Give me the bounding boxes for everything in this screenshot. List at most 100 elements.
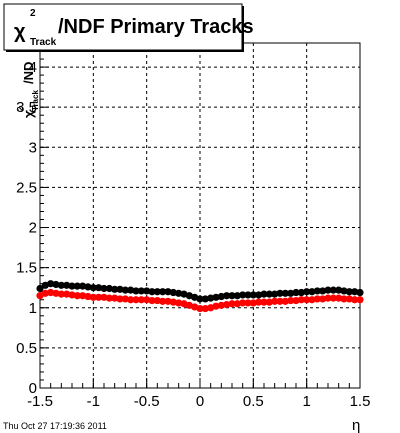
data-point <box>175 289 183 297</box>
data-point <box>281 289 289 297</box>
data-point <box>105 284 113 293</box>
x-axis-label: η <box>352 417 360 433</box>
data-point <box>265 298 273 306</box>
data-point <box>324 294 332 302</box>
data-point <box>249 291 257 299</box>
data-point <box>73 282 81 290</box>
data-point <box>169 288 177 297</box>
data-point <box>143 287 151 295</box>
data-point <box>137 287 145 295</box>
x-tick-label: 1.5 <box>350 393 371 410</box>
data-point <box>116 295 124 303</box>
data-point <box>217 292 225 301</box>
data-point <box>244 299 252 307</box>
data-point <box>127 296 135 304</box>
y-axis-label: χ 2 Track /ND <box>16 62 40 118</box>
data-point <box>148 296 156 305</box>
data-point <box>212 293 220 301</box>
data-point <box>313 287 321 295</box>
y-tick-label: 3 <box>29 139 37 156</box>
data-point <box>41 289 49 297</box>
data-point <box>287 289 295 297</box>
data-point <box>271 297 279 305</box>
data-point <box>260 298 268 306</box>
data-point <box>345 288 353 296</box>
data-point <box>233 292 241 300</box>
data-point <box>164 297 172 305</box>
tick-labels: -1.5 -1 -0.5 0 0.5 1 1.5 0 0.5 1 1.5 2 2.5 3 3.5 4 <box>16 59 370 410</box>
data-point <box>308 296 316 304</box>
y-tick-label: 0 <box>29 380 37 397</box>
data-point <box>281 297 289 305</box>
data-point <box>52 289 60 297</box>
data-point <box>239 291 247 299</box>
grid <box>40 43 360 388</box>
y-tick-label: 3.5 <box>16 99 37 116</box>
data-point <box>207 294 215 302</box>
data-point <box>169 298 177 306</box>
y-tick-label: 0.5 <box>16 340 37 357</box>
data-point <box>276 289 284 297</box>
data-point <box>116 285 124 293</box>
data-point <box>201 295 209 303</box>
data-point <box>351 296 359 304</box>
x-tick-label: 0 <box>196 393 204 410</box>
title-subscript: Track <box>30 37 57 48</box>
data-point <box>356 288 364 297</box>
data-point <box>84 283 92 291</box>
y-tick-label: 2 <box>29 220 37 237</box>
y-axis-superscript: 2 <box>16 106 25 111</box>
data-point <box>276 297 284 305</box>
data-point <box>265 290 273 298</box>
data-point <box>143 296 151 304</box>
data-point <box>287 296 295 305</box>
x-tick-label: 1 <box>302 393 310 410</box>
y-axis-symbol: χ <box>21 110 36 118</box>
data-point <box>223 300 231 309</box>
data-point <box>228 292 236 300</box>
data-point <box>159 288 167 296</box>
data-point <box>132 296 140 304</box>
data-point <box>63 281 71 289</box>
data-point <box>153 288 161 296</box>
data-point <box>73 292 81 300</box>
data-point <box>47 288 55 297</box>
y-axis-subscript: Track <box>31 90 40 111</box>
data-point <box>303 296 311 304</box>
y-axis-rest: /ND <box>21 62 36 84</box>
data-point <box>159 297 167 305</box>
data-point <box>335 286 343 294</box>
data-point <box>57 281 65 289</box>
data-point <box>313 295 321 303</box>
data-point <box>105 294 113 302</box>
data-point <box>100 293 108 301</box>
data-point <box>68 291 76 299</box>
data-point <box>340 295 348 303</box>
y-tick-label: 1.5 <box>16 260 37 277</box>
data-point <box>217 301 225 309</box>
data-point <box>79 292 87 300</box>
data-point <box>137 296 145 304</box>
data-point <box>356 296 364 304</box>
data-point <box>111 294 119 302</box>
data-point <box>297 296 305 304</box>
data-point <box>127 286 135 294</box>
data-point <box>164 288 172 296</box>
data-point <box>303 288 311 296</box>
data-point <box>63 290 71 298</box>
axis-ticks <box>39 42 361 389</box>
data-point <box>329 286 337 294</box>
data-point <box>260 290 268 298</box>
title-rest: /NDF Primary Tracks <box>58 16 254 38</box>
timestamp: Thu Oct 27 17:19:36 2011 <box>3 421 107 431</box>
y-tick-label: 2.5 <box>16 179 37 196</box>
series-2 <box>36 288 364 313</box>
data-point <box>345 295 353 303</box>
data-point <box>148 288 156 296</box>
data-point <box>228 300 236 308</box>
title-shadow-right <box>242 6 244 52</box>
series-1 <box>36 280 364 303</box>
data-point <box>121 295 129 303</box>
data-point <box>255 298 263 306</box>
title-superscript: 2 <box>30 8 36 19</box>
